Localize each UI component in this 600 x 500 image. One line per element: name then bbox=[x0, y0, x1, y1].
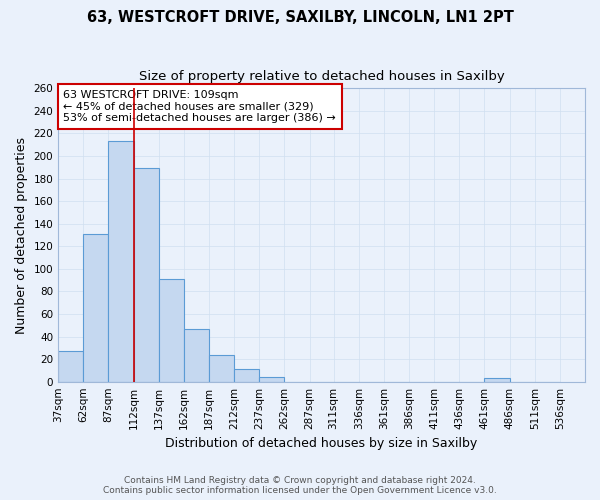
Title: Size of property relative to detached houses in Saxilby: Size of property relative to detached ho… bbox=[139, 70, 505, 83]
Bar bbox=[83, 234, 109, 382]
Bar bbox=[184, 328, 209, 382]
Bar bbox=[134, 168, 159, 382]
Text: 63 WESTCROFT DRIVE: 109sqm
← 45% of detached houses are smaller (329)
53% of sem: 63 WESTCROFT DRIVE: 109sqm ← 45% of deta… bbox=[64, 90, 336, 123]
Bar bbox=[234, 370, 259, 382]
Text: Contains HM Land Registry data © Crown copyright and database right 2024.
Contai: Contains HM Land Registry data © Crown c… bbox=[103, 476, 497, 495]
Bar bbox=[209, 354, 234, 382]
Text: 63, WESTCROFT DRIVE, SAXILBY, LINCOLN, LN1 2PT: 63, WESTCROFT DRIVE, SAXILBY, LINCOLN, L… bbox=[86, 10, 514, 25]
Bar bbox=[484, 378, 509, 382]
Y-axis label: Number of detached properties: Number of detached properties bbox=[15, 136, 28, 334]
X-axis label: Distribution of detached houses by size in Saxilby: Distribution of detached houses by size … bbox=[166, 437, 478, 450]
Bar bbox=[159, 279, 184, 382]
Bar bbox=[58, 351, 83, 382]
Bar bbox=[259, 377, 284, 382]
Bar bbox=[109, 142, 134, 382]
